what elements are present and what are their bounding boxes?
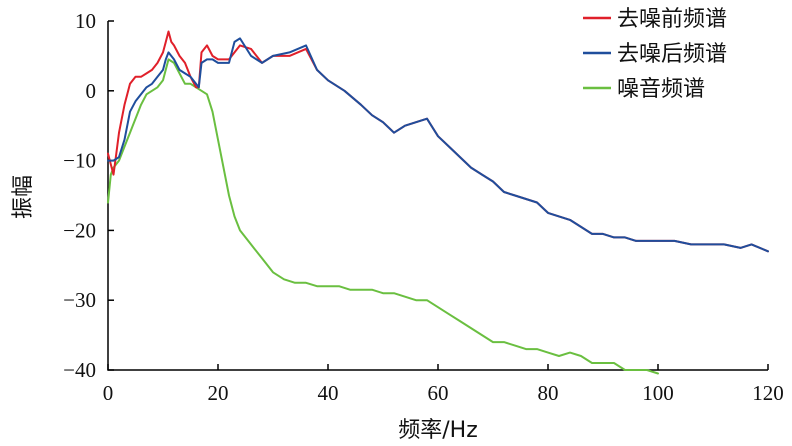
x-tick-label: 0 bbox=[103, 381, 114, 405]
series-layer bbox=[107, 30, 769, 375]
axis-lines bbox=[107, 21, 768, 371]
x-tick-label: 120 bbox=[752, 381, 784, 405]
y-tick-label: −10 bbox=[63, 149, 96, 173]
x-tick-label: 80 bbox=[538, 381, 559, 405]
legend-label: 噪音频谱 bbox=[617, 77, 705, 102]
series-line-3 bbox=[107, 58, 659, 375]
y-tick-label: −40 bbox=[63, 358, 96, 382]
y-tick-label: −30 bbox=[63, 288, 96, 312]
x-tick-label: 40 bbox=[318, 381, 339, 405]
legend-label: 去噪后频谱 bbox=[617, 42, 727, 67]
y-tick-label: −20 bbox=[63, 218, 96, 242]
y-tick-label: 10 bbox=[75, 9, 96, 33]
x-tick-label: 60 bbox=[428, 381, 449, 405]
x-tick-label: 100 bbox=[642, 381, 674, 405]
y-tick-label: 0 bbox=[86, 79, 97, 103]
series-line-2 bbox=[107, 37, 769, 253]
x-tick-label: 20 bbox=[208, 381, 229, 405]
y-axis-title: 振幅 bbox=[11, 175, 36, 219]
x-axis-title: 频率/Hz bbox=[398, 418, 478, 443]
legend-label: 去噪前频谱 bbox=[617, 7, 727, 32]
